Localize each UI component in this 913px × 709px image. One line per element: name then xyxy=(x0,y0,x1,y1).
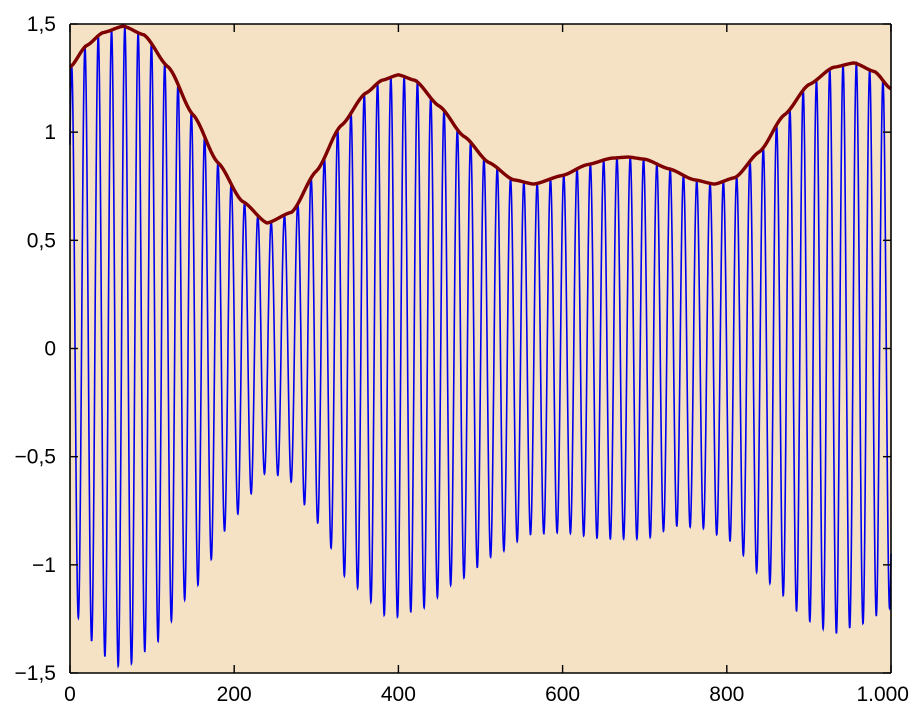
ticks-layer: 0 200 400 600 800 1.000 1,5 1 0,5 0 −0,5 −1 −1,5 xyxy=(15,13,909,706)
y-tick-label: 0 xyxy=(44,338,56,361)
x-tick-label: 200 xyxy=(217,683,252,706)
oscillation-series-line xyxy=(69,26,892,669)
x-tick-label: 600 xyxy=(545,683,580,706)
envelope-series-line xyxy=(68,24,892,225)
x-tick-label: 0 xyxy=(64,683,76,706)
x-tick-label: 800 xyxy=(709,683,744,706)
y-tick-label: −1 xyxy=(32,554,56,577)
y-tick-label: −0,5 xyxy=(15,446,56,469)
series-layer xyxy=(68,24,892,669)
y-tick-label: 0,5 xyxy=(27,229,56,252)
y-tick-label: 1,5 xyxy=(27,13,56,36)
x-tick-label: 1.000 xyxy=(856,683,909,706)
y-tick-label: −1,5 xyxy=(15,662,56,685)
y-tick-label: 1 xyxy=(44,121,56,144)
x-tick-label: 400 xyxy=(381,683,416,706)
